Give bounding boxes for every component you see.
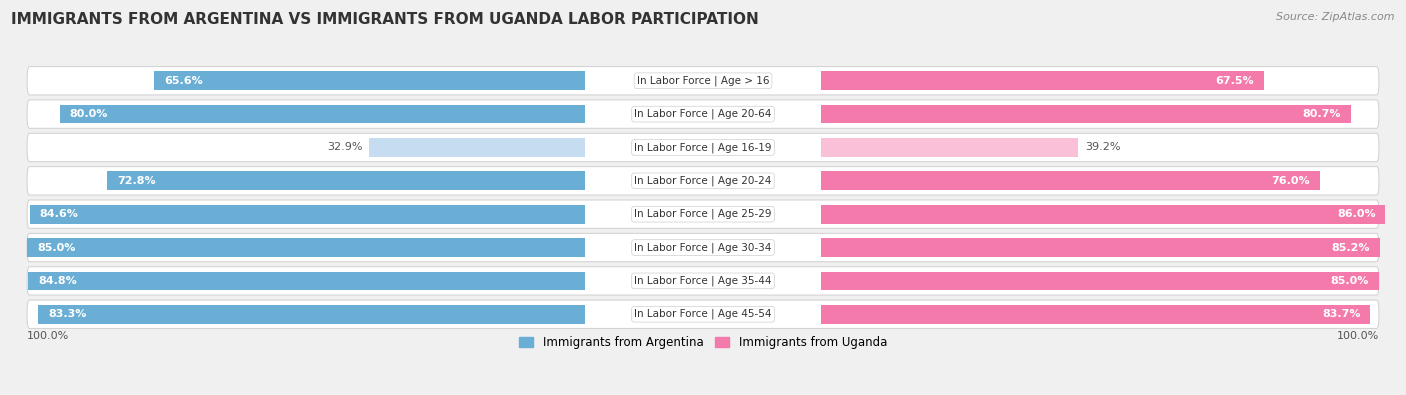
Text: 80.7%: 80.7% bbox=[1302, 109, 1341, 119]
FancyBboxPatch shape bbox=[27, 167, 1379, 195]
FancyBboxPatch shape bbox=[27, 300, 1379, 328]
Bar bbox=[821, 205, 1385, 224]
Text: In Labor Force | Age 25-29: In Labor Force | Age 25-29 bbox=[634, 209, 772, 220]
Text: 65.6%: 65.6% bbox=[165, 76, 202, 86]
Bar bbox=[38, 305, 585, 324]
Bar bbox=[30, 205, 585, 224]
Bar bbox=[821, 71, 1264, 90]
Text: 67.5%: 67.5% bbox=[1216, 76, 1254, 86]
Text: 32.9%: 32.9% bbox=[328, 143, 363, 152]
Bar bbox=[821, 105, 1351, 124]
Text: In Labor Force | Age > 16: In Labor Force | Age > 16 bbox=[637, 75, 769, 86]
Bar bbox=[27, 238, 585, 257]
Bar bbox=[368, 138, 585, 157]
Legend: Immigrants from Argentina, Immigrants from Uganda: Immigrants from Argentina, Immigrants fr… bbox=[515, 331, 891, 354]
Bar bbox=[107, 171, 585, 190]
FancyBboxPatch shape bbox=[27, 133, 1379, 162]
Bar bbox=[28, 271, 585, 290]
Bar bbox=[155, 71, 585, 90]
FancyBboxPatch shape bbox=[27, 267, 1379, 295]
Bar bbox=[821, 305, 1371, 324]
FancyBboxPatch shape bbox=[27, 67, 1379, 95]
Text: In Labor Force | Age 45-54: In Labor Force | Age 45-54 bbox=[634, 309, 772, 320]
FancyBboxPatch shape bbox=[27, 200, 1379, 228]
Text: 84.8%: 84.8% bbox=[38, 276, 77, 286]
Text: 80.0%: 80.0% bbox=[70, 109, 108, 119]
Text: In Labor Force | Age 20-64: In Labor Force | Age 20-64 bbox=[634, 109, 772, 119]
Text: 83.7%: 83.7% bbox=[1322, 309, 1361, 319]
Text: 39.2%: 39.2% bbox=[1085, 143, 1121, 152]
Bar bbox=[821, 171, 1320, 190]
Bar bbox=[60, 105, 585, 124]
Text: In Labor Force | Age 16-19: In Labor Force | Age 16-19 bbox=[634, 142, 772, 153]
Bar bbox=[821, 138, 1078, 157]
Bar bbox=[821, 271, 1379, 290]
Text: Source: ZipAtlas.com: Source: ZipAtlas.com bbox=[1277, 12, 1395, 22]
Text: 85.2%: 85.2% bbox=[1331, 243, 1371, 252]
Text: 85.0%: 85.0% bbox=[37, 243, 76, 252]
Text: 83.3%: 83.3% bbox=[48, 309, 87, 319]
Text: IMMIGRANTS FROM ARGENTINA VS IMMIGRANTS FROM UGANDA LABOR PARTICIPATION: IMMIGRANTS FROM ARGENTINA VS IMMIGRANTS … bbox=[11, 12, 759, 27]
Text: 72.8%: 72.8% bbox=[117, 176, 156, 186]
Bar bbox=[821, 238, 1381, 257]
FancyBboxPatch shape bbox=[27, 100, 1379, 128]
Text: In Labor Force | Age 20-24: In Labor Force | Age 20-24 bbox=[634, 175, 772, 186]
Text: 85.0%: 85.0% bbox=[1330, 276, 1369, 286]
Text: 100.0%: 100.0% bbox=[1337, 331, 1379, 341]
Text: 76.0%: 76.0% bbox=[1271, 176, 1310, 186]
FancyBboxPatch shape bbox=[27, 233, 1379, 262]
Text: 86.0%: 86.0% bbox=[1337, 209, 1375, 219]
Text: In Labor Force | Age 35-44: In Labor Force | Age 35-44 bbox=[634, 276, 772, 286]
Text: 84.6%: 84.6% bbox=[39, 209, 79, 219]
Text: In Labor Force | Age 30-34: In Labor Force | Age 30-34 bbox=[634, 242, 772, 253]
Text: 100.0%: 100.0% bbox=[27, 331, 69, 341]
